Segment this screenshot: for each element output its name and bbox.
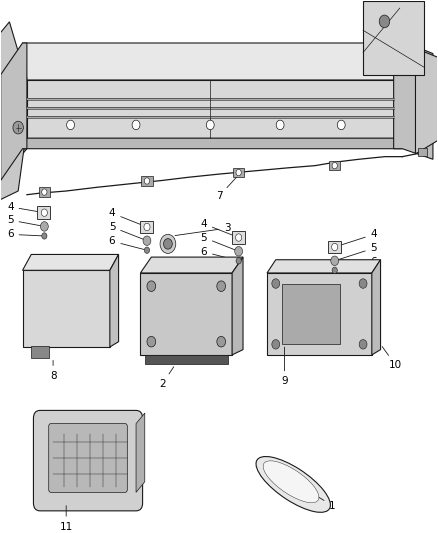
Text: 4: 4: [337, 229, 377, 246]
Circle shape: [332, 244, 338, 251]
Text: 6: 6: [201, 247, 236, 260]
Circle shape: [132, 120, 140, 130]
Text: 5: 5: [109, 222, 145, 240]
Text: 11: 11: [60, 506, 73, 532]
Circle shape: [236, 169, 241, 176]
Polygon shape: [22, 138, 403, 149]
Circle shape: [147, 336, 155, 347]
Ellipse shape: [256, 456, 330, 512]
Circle shape: [40, 222, 48, 231]
Text: 6: 6: [109, 236, 144, 249]
Text: 10: 10: [382, 346, 403, 370]
Circle shape: [359, 340, 367, 349]
Bar: [283, 284, 340, 344]
Circle shape: [145, 178, 150, 184]
Text: 4: 4: [7, 202, 42, 212]
Polygon shape: [372, 260, 381, 355]
Text: 5: 5: [337, 243, 377, 260]
Polygon shape: [232, 257, 243, 355]
Circle shape: [217, 281, 226, 292]
Polygon shape: [27, 80, 394, 138]
FancyBboxPatch shape: [49, 424, 127, 492]
Bar: [418, 148, 427, 156]
Text: 4: 4: [109, 208, 145, 226]
Circle shape: [206, 120, 214, 130]
Circle shape: [332, 267, 337, 273]
Circle shape: [42, 189, 47, 195]
Text: 1: 1: [318, 496, 336, 511]
Bar: [39, 187, 50, 197]
Circle shape: [42, 233, 47, 239]
Text: 9: 9: [281, 347, 288, 386]
Polygon shape: [267, 260, 381, 273]
FancyBboxPatch shape: [33, 410, 143, 511]
Circle shape: [332, 163, 337, 169]
Text: 8: 8: [50, 360, 57, 381]
Circle shape: [276, 120, 284, 130]
Circle shape: [67, 120, 74, 130]
Bar: [233, 168, 244, 177]
Bar: [31, 346, 49, 358]
Circle shape: [13, 121, 23, 134]
Text: 5: 5: [7, 215, 42, 226]
Text: 2: 2: [159, 367, 174, 389]
Text: 4: 4: [201, 219, 236, 237]
Text: 7: 7: [215, 174, 239, 201]
Circle shape: [144, 223, 150, 231]
Bar: [141, 273, 232, 355]
Polygon shape: [1, 43, 27, 181]
Bar: [145, 355, 228, 365]
Polygon shape: [136, 413, 145, 492]
Circle shape: [160, 235, 176, 253]
Bar: [232, 231, 245, 244]
Polygon shape: [0, 22, 31, 201]
Polygon shape: [394, 43, 433, 159]
Bar: [140, 221, 153, 233]
Polygon shape: [110, 254, 119, 347]
Bar: [329, 161, 340, 171]
Text: 5: 5: [201, 232, 236, 251]
Circle shape: [145, 247, 150, 253]
Bar: [328, 241, 341, 253]
Bar: [267, 273, 372, 355]
Circle shape: [236, 257, 241, 264]
Bar: [37, 206, 50, 219]
Circle shape: [147, 281, 155, 292]
Circle shape: [272, 279, 280, 288]
Circle shape: [337, 120, 345, 130]
Text: 3: 3: [175, 223, 231, 236]
Polygon shape: [22, 43, 407, 80]
Bar: [22, 270, 110, 347]
Polygon shape: [141, 257, 243, 273]
Polygon shape: [1, 107, 27, 181]
Ellipse shape: [263, 461, 319, 503]
Text: 6: 6: [7, 229, 42, 239]
Bar: [141, 176, 152, 185]
Circle shape: [272, 340, 280, 349]
Circle shape: [217, 336, 226, 347]
Circle shape: [359, 279, 367, 288]
Circle shape: [163, 239, 172, 249]
Polygon shape: [363, 1, 424, 75]
Circle shape: [236, 234, 242, 241]
Circle shape: [143, 236, 151, 246]
Circle shape: [331, 256, 339, 265]
Polygon shape: [22, 254, 119, 270]
Circle shape: [41, 209, 47, 216]
Polygon shape: [416, 49, 438, 154]
Circle shape: [235, 247, 243, 256]
Text: 6: 6: [337, 257, 377, 270]
Circle shape: [379, 15, 390, 28]
